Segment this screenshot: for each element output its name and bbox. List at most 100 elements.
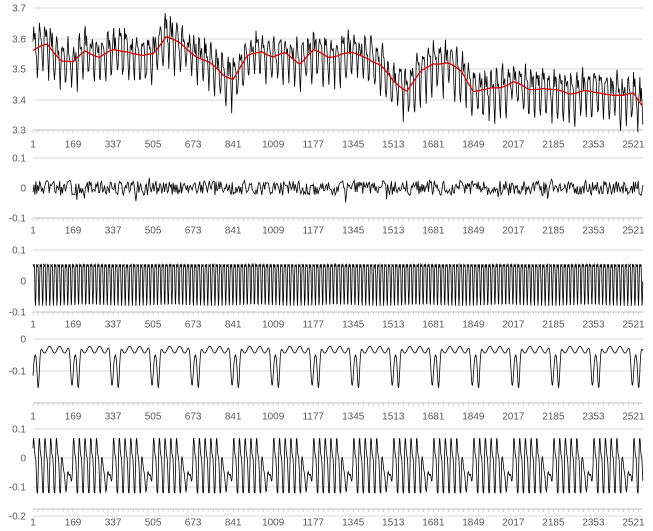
x-tick-label: 2353 <box>582 320 605 331</box>
x-tick-label: 1177 <box>302 226 324 237</box>
x-tick-label: 841 <box>225 320 242 331</box>
x-tick-label: 1681 <box>422 226 445 237</box>
x-tick-label: 1513 <box>382 320 405 331</box>
x-tick-label: 2017 <box>502 226 525 237</box>
x-tick-label: 1345 <box>342 412 365 423</box>
seasonal-short-series-line <box>32 262 644 306</box>
x-tick-label: 2017 <box>502 320 525 331</box>
x-axis-minor-ticks <box>32 218 639 221</box>
x-tick-label: 1513 <box>382 140 405 151</box>
x-tick-label: 169 <box>65 140 82 151</box>
x-tick-label: 505 <box>145 518 162 529</box>
x-tick-label: 1177 <box>302 518 324 529</box>
x-tick-label: 169 <box>65 412 82 423</box>
x-tick-label: 1513 <box>382 518 405 529</box>
x-tick-label: 337 <box>105 412 122 423</box>
x-tick-label: 1513 <box>382 226 405 237</box>
x-tick-label: 673 <box>185 140 202 151</box>
x-axis-minor-ticks <box>32 509 639 512</box>
x-tick-label: 2017 <box>502 140 525 151</box>
x-tick-label: 673 <box>185 412 202 423</box>
x-tick-label: 337 <box>105 518 122 529</box>
y-tick-label: 3.5 <box>12 65 26 76</box>
x-tick-label: 1009 <box>262 226 285 237</box>
x-tick-label: 2521 <box>622 140 645 151</box>
y-tick-label: -0.1 <box>9 483 27 494</box>
x-tick-label: 505 <box>145 140 162 151</box>
y-tick-label: 3.4 <box>12 96 26 107</box>
x-tick-label: 2185 <box>542 412 565 423</box>
y-tick-label: 3.6 <box>12 35 26 46</box>
x-tick-label: 169 <box>65 320 82 331</box>
x-tick-label: 673 <box>185 518 202 529</box>
x-tick-label: 2185 <box>542 140 565 151</box>
x-tick-label: 673 <box>185 320 202 331</box>
x-tick-label: 1 <box>30 412 36 423</box>
x-tick-label: 841 <box>225 140 242 151</box>
x-tick-label: 2017 <box>502 412 525 423</box>
x-tick-label: 1 <box>30 140 36 151</box>
x-tick-label: 169 <box>65 518 82 529</box>
x-tick-label: 1345 <box>342 140 365 151</box>
x-tick-label: 337 <box>105 226 122 237</box>
x-axis-minor-ticks <box>32 403 639 406</box>
y-tick-label: 3.3 <box>12 126 26 137</box>
x-tick-label: 2185 <box>542 320 565 331</box>
x-tick-label: 337 <box>105 140 122 151</box>
y-tick-label: 0.1 <box>12 246 26 257</box>
y-tick-label: -0.1 <box>9 308 27 319</box>
x-tick-label: 841 <box>225 226 242 237</box>
x-tick-label: 1345 <box>342 518 365 529</box>
x-tick-label: 337 <box>105 320 122 331</box>
x-tick-label: 2521 <box>622 320 645 331</box>
observed-series-line <box>32 12 644 133</box>
x-tick-label: 2185 <box>542 226 565 237</box>
x-tick-label: 1849 <box>462 518 485 529</box>
x-tick-label: 1177 <box>302 140 324 151</box>
x-tick-label: 1009 <box>262 518 285 529</box>
seasonal-long-series-line <box>32 345 644 388</box>
x-axis-minor-ticks <box>32 130 639 133</box>
y-tick-label: 0.1 <box>12 154 26 165</box>
y-tick-label: -0.1 <box>9 214 27 225</box>
x-tick-label: 1849 <box>462 140 485 151</box>
x-tick-label: 2185 <box>542 518 565 529</box>
y-tick-label: 0 <box>20 335 26 346</box>
x-tick-label: 1345 <box>342 320 365 331</box>
x-tick-label: 2353 <box>582 226 605 237</box>
y-tick-label: 0 <box>20 454 26 465</box>
x-tick-label: 1681 <box>422 412 445 423</box>
x-tick-label: 2353 <box>582 412 605 423</box>
y-tick-label: 0 <box>20 184 26 195</box>
y-tick-label: 0 <box>20 277 26 288</box>
x-tick-label: 1849 <box>462 320 485 331</box>
seasonal-weekly-series-line <box>32 437 644 494</box>
x-tick-label: 1009 <box>262 140 285 151</box>
x-tick-label: 1 <box>30 518 36 529</box>
residual-series-line <box>32 177 644 203</box>
x-axis-minor-ticks <box>32 312 639 315</box>
x-tick-label: 2521 <box>622 518 645 529</box>
x-tick-label: 1849 <box>462 226 485 237</box>
x-tick-label: 505 <box>145 412 162 423</box>
y-tick-label: 0.1 <box>12 425 26 436</box>
x-tick-label: 841 <box>225 518 242 529</box>
x-tick-label: 505 <box>145 320 162 331</box>
trend-series-line <box>32 35 643 107</box>
x-tick-label: 1681 <box>422 140 445 151</box>
x-tick-label: 1345 <box>342 226 365 237</box>
x-tick-label: 1009 <box>262 412 285 423</box>
x-tick-label: 2353 <box>582 140 605 151</box>
x-tick-label: 1513 <box>382 412 405 423</box>
y-tick-label: -0.2 <box>9 512 27 523</box>
y-tick-label: -0.1 <box>9 367 27 378</box>
x-tick-label: 1681 <box>422 320 445 331</box>
x-tick-label: 1 <box>30 226 36 237</box>
x-tick-label: 1 <box>30 320 36 331</box>
x-tick-label: 1177 <box>302 320 324 331</box>
